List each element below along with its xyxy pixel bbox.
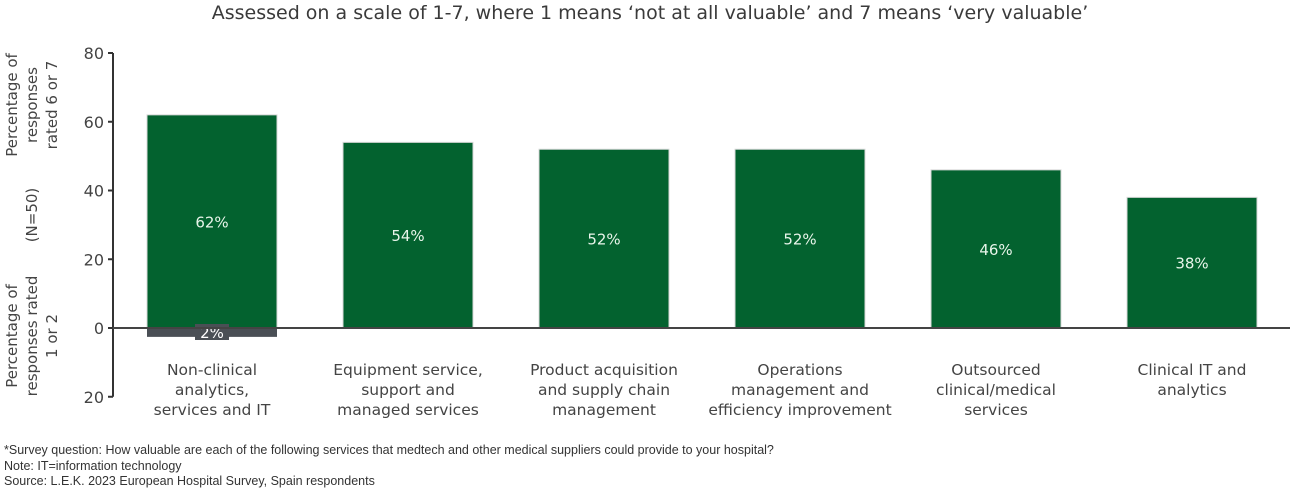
category-label: Non-clinical <box>167 361 257 379</box>
category-label: management and <box>731 381 869 399</box>
y-tick-label: 20 <box>84 388 104 407</box>
bar-chart: 62% 2% Non-clinical analytics, services and … <box>3 44 1290 419</box>
category-label: Clinical IT and <box>1138 361 1247 379</box>
category-label: services and IT <box>154 401 271 419</box>
bar-value-label: 62% <box>195 213 228 231</box>
category-label: clinical/medical <box>936 381 1056 399</box>
y-axis-label-top: rated 6 or 7 <box>43 61 61 150</box>
y-tick-label: 80 <box>84 44 104 63</box>
category-label: analytics, <box>175 381 249 399</box>
category-label: Outsourced <box>951 361 1040 379</box>
category-label: support and <box>361 381 455 399</box>
category-label: Operations <box>757 361 842 379</box>
y-tick-label: 0 <box>94 319 104 338</box>
category-label: managed services <box>337 401 479 419</box>
bar-positive <box>734 148 866 329</box>
bar-value-label: 52% <box>783 231 816 249</box>
chart-title: Assessed on a scale of 1-7, where 1 mean… <box>211 2 1089 24</box>
y-axis-label-bottom: Percentage of <box>3 283 21 387</box>
y-tick-label: 60 <box>84 113 104 132</box>
bar-positive <box>930 169 1062 329</box>
category-label: Equipment service, <box>333 361 483 379</box>
bar-value-label: 38% <box>1175 255 1208 273</box>
bar-positive <box>342 141 474 329</box>
category-label: analytics <box>1157 381 1226 399</box>
y-axis-label-n: (N=50) <box>23 188 41 243</box>
category-label: services <box>964 401 1028 419</box>
negative-value-label: 2% <box>200 324 224 342</box>
category-label: management <box>552 401 656 419</box>
bar-value-label: 54% <box>391 227 424 245</box>
y-tick-label: 20 <box>84 250 104 269</box>
bar-positive <box>146 114 278 329</box>
bar-positive <box>1126 196 1258 329</box>
it-note: Note: IT=information technology <box>4 458 182 473</box>
category-label: and supply chain <box>538 381 670 399</box>
category-label: Product acquisition <box>530 361 678 379</box>
bar-value-label: 46% <box>979 241 1012 259</box>
y-axis-label-top: Percentage of <box>3 52 21 156</box>
y-tick-label: 40 <box>84 182 104 201</box>
y-axis-label-bottom: 1 or 2 <box>43 314 61 358</box>
footnotes: *Survey question: How valuable are each … <box>4 443 774 490</box>
category-label: efficiency improvement <box>708 401 891 419</box>
y-axis-label-top: responses <box>23 67 41 143</box>
y-axis-label-bottom: responses rated <box>23 276 41 397</box>
bar-positive <box>538 148 670 329</box>
survey-note: *Survey question: How valuable are each … <box>4 443 774 457</box>
source-note: Source: L.E.K. 2023 European Hospital Su… <box>4 474 375 488</box>
bar-value-label: 52% <box>587 231 620 249</box>
